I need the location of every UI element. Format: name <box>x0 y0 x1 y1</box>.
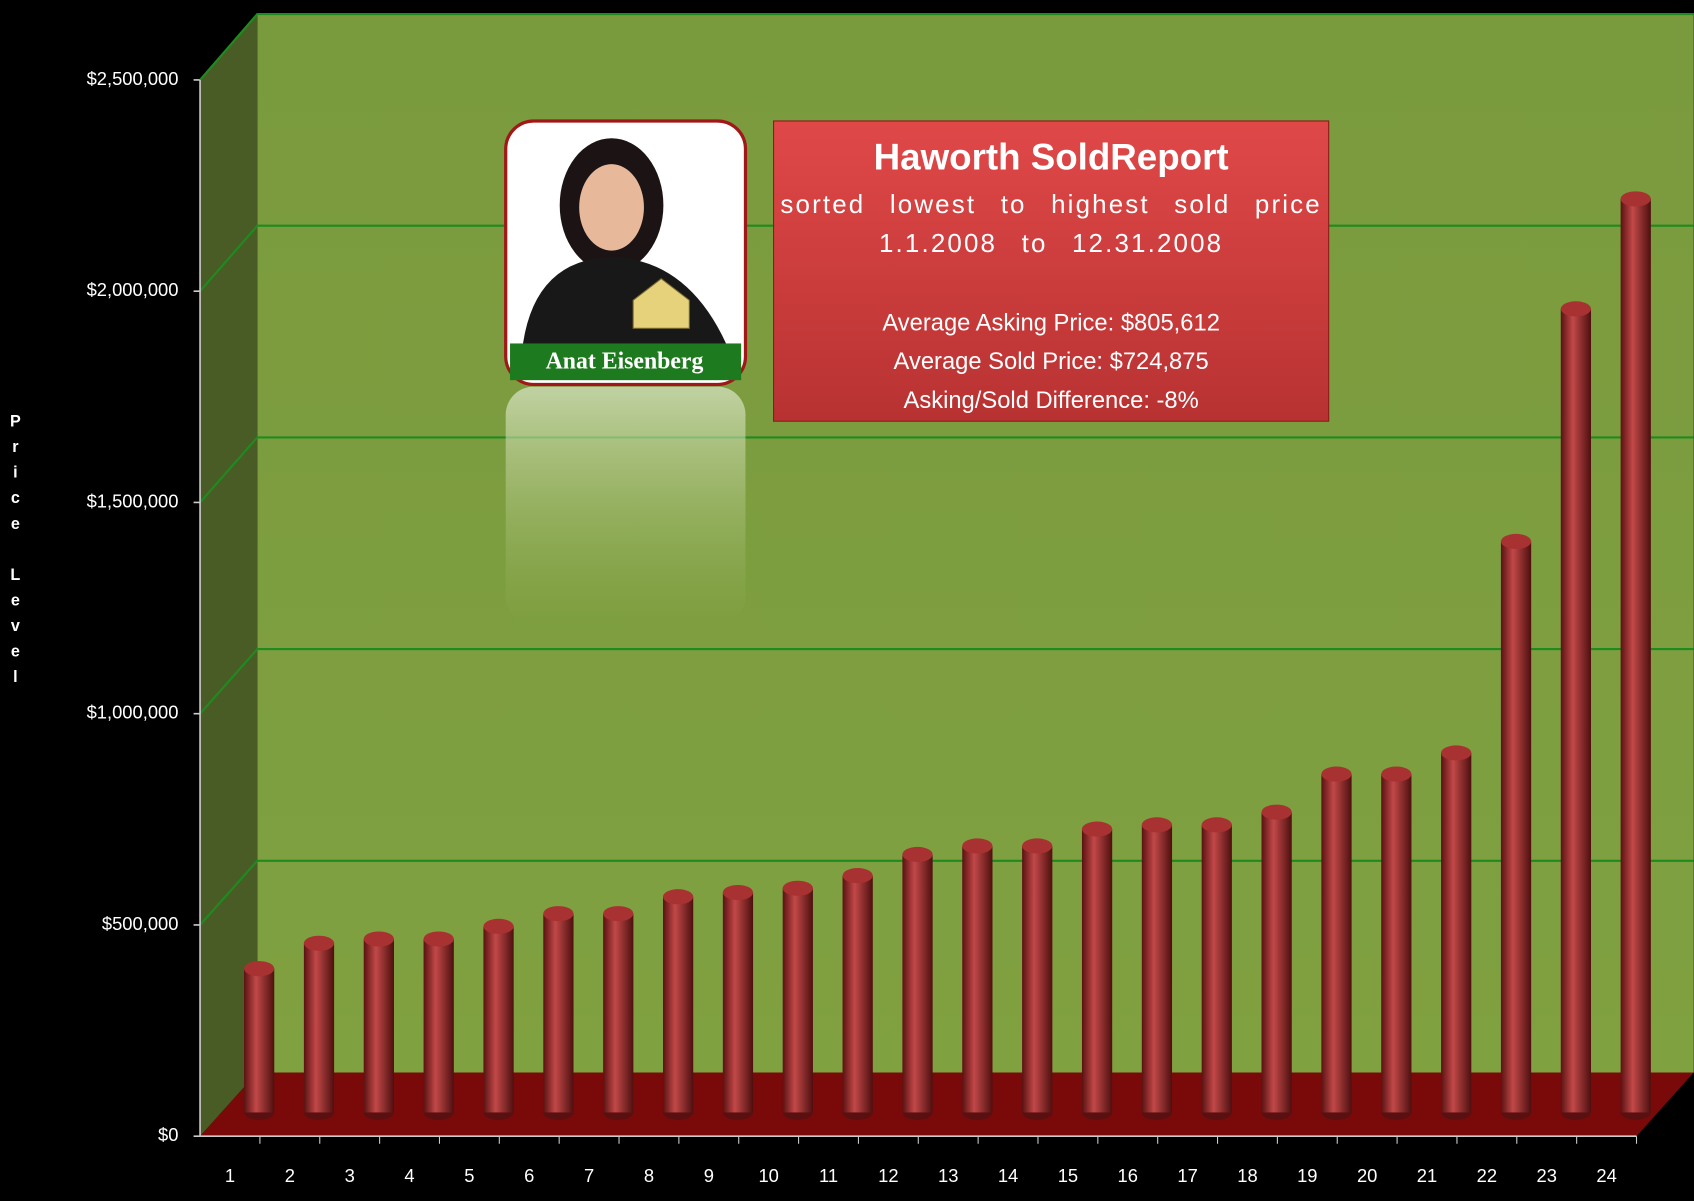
bar-top <box>603 906 633 921</box>
bar-top <box>1441 745 1471 760</box>
bar-top <box>1022 838 1052 853</box>
bar-top <box>663 889 693 904</box>
bar <box>783 888 813 1112</box>
info-box: Haworth SoldReport sorted lowest to high… <box>774 121 1329 421</box>
x-tick-label: 15 <box>1058 1165 1078 1186</box>
bar-top <box>1501 534 1531 549</box>
bar-top <box>483 919 513 934</box>
annotation: Average Sold Price: $724,875 <box>894 348 1209 375</box>
x-tick-label: 9 <box>704 1165 714 1186</box>
bar-top <box>364 931 394 946</box>
x-tick-label: 12 <box>878 1165 898 1186</box>
title: Haworth SoldReport <box>874 137 1229 178</box>
bar <box>1082 829 1112 1112</box>
bar <box>603 914 633 1113</box>
x-tick-label: 22 <box>1477 1165 1497 1186</box>
x-tick-label: 19 <box>1297 1165 1317 1186</box>
bar <box>962 846 992 1112</box>
bar <box>543 914 573 1113</box>
bar <box>1202 825 1232 1113</box>
x-tick-label: 7 <box>584 1165 594 1186</box>
bar <box>723 893 753 1113</box>
bar-top <box>1202 817 1232 832</box>
bar <box>1262 812 1292 1112</box>
photo-reflection <box>506 387 746 625</box>
x-tick-label: 11 <box>819 1165 838 1186</box>
bar-top <box>723 885 753 900</box>
y-tick-label: $1,000,000 <box>87 702 179 723</box>
bar <box>1441 753 1471 1113</box>
bar <box>663 897 693 1113</box>
bar <box>1501 541 1531 1112</box>
bar-top <box>843 868 873 883</box>
bar-top <box>902 847 932 862</box>
photo-face <box>579 164 644 250</box>
x-tick-label: 1 <box>225 1165 235 1186</box>
x-tick-label: 10 <box>758 1165 778 1186</box>
bar-top <box>1082 822 1112 837</box>
x-tick-label: 2 <box>285 1165 295 1186</box>
photo-caption: Anat Eisenberg <box>546 348 704 374</box>
x-tick-label: 23 <box>1537 1165 1557 1186</box>
y-tick-label: $500,000 <box>102 913 179 934</box>
chart: Price Level Anat Eisenberg Haworth SoldR… <box>0 0 1694 1201</box>
bar <box>1381 774 1411 1112</box>
x-tick-label: 13 <box>938 1165 958 1186</box>
x-tick-label: 21 <box>1417 1165 1437 1186</box>
bar <box>1321 774 1351 1112</box>
x-tick-label: 6 <box>524 1165 534 1186</box>
x-tick-label: 18 <box>1237 1165 1257 1186</box>
bar-top <box>1262 805 1292 820</box>
x-tick-label: 20 <box>1357 1165 1377 1186</box>
bar <box>1142 825 1172 1113</box>
bar-top <box>1142 817 1172 832</box>
bar <box>1022 846 1052 1112</box>
y-axis-label: Price Level <box>6 413 24 694</box>
x-tick-label: 14 <box>998 1165 1018 1186</box>
bar <box>1561 309 1591 1113</box>
bar <box>364 939 394 1112</box>
y-tick-label: $2,500,000 <box>87 68 179 89</box>
x-tick-label: 16 <box>1118 1165 1138 1186</box>
bar-top <box>244 961 274 976</box>
subtitle: sorted lowest to highest sold price <box>780 191 1321 219</box>
bar-top <box>1621 191 1651 206</box>
x-tick-label: 17 <box>1177 1165 1197 1186</box>
bar-top <box>543 906 573 921</box>
bar-top <box>304 936 334 951</box>
bar <box>483 926 513 1112</box>
y-tick-label: $2,000,000 <box>87 279 179 300</box>
bar <box>424 939 454 1112</box>
bar <box>843 876 873 1113</box>
subtitle: 1.1.2008 to 12.31.2008 <box>879 230 1223 258</box>
bar-top <box>424 931 454 946</box>
annotation: Average Asking Price: $805,612 <box>882 309 1220 336</box>
bar-top <box>962 838 992 853</box>
bar <box>1621 199 1651 1113</box>
x-tick-label: 3 <box>345 1165 355 1186</box>
y-tick-label: $0 <box>158 1124 178 1145</box>
bar <box>244 969 274 1113</box>
page: {"chart_data": { "type": "bar", "title":… <box>0 0 1694 1201</box>
annotation: Asking/Sold Difference: -8% <box>903 387 1198 414</box>
bar-top <box>1561 301 1591 316</box>
bar-top <box>1321 767 1351 782</box>
photo: Anat Eisenberg <box>506 121 746 624</box>
x-tick-label: 8 <box>644 1165 654 1186</box>
bar-top <box>1381 767 1411 782</box>
bar-top <box>783 881 813 896</box>
x-tick-label: 5 <box>464 1165 474 1186</box>
bar <box>304 943 334 1112</box>
y-tick-label: $1,500,000 <box>87 490 179 511</box>
x-tick-label: 24 <box>1596 1165 1616 1186</box>
x-tick-label: 4 <box>404 1165 414 1186</box>
bar <box>902 854 932 1112</box>
